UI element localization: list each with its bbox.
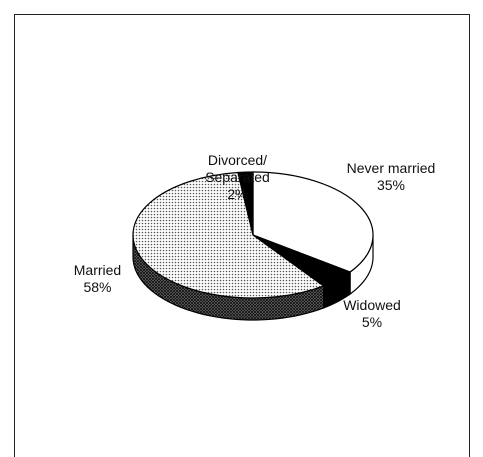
pie-slice — [252, 171, 374, 273]
value-label: 35% — [376, 177, 406, 193]
value-label: 5% — [361, 314, 383, 330]
slice-label: Never married 35% — [345, 160, 437, 194]
category-label: Never married — [346, 160, 436, 176]
slice-label: Divorced/ Separated 2% — [190, 152, 285, 203]
slice-label: Married 58% — [50, 262, 145, 296]
pie-slice — [132, 171, 325, 299]
category-label: Married — [73, 262, 122, 278]
chart-frame — [14, 14, 470, 457]
value-label: 2% — [227, 186, 248, 202]
category-label: Widowed — [343, 297, 401, 313]
value-label: 58% — [83, 279, 112, 295]
category-label: Divorced/ Separated — [205, 152, 270, 185]
pie-slice — [237, 171, 254, 236]
slice-label: Widowed 5% — [330, 297, 414, 331]
